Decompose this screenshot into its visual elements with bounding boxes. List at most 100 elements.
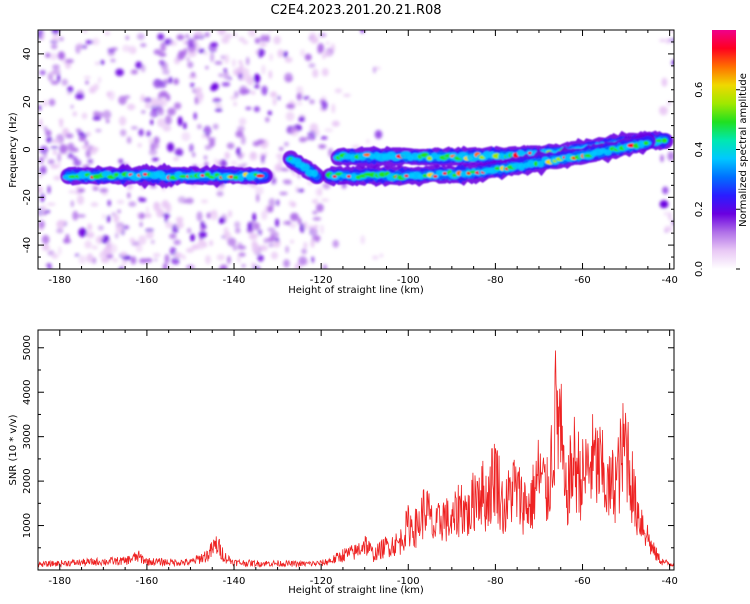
noise-speckle [68,190,76,194]
noise-speckle [298,256,308,266]
spectrogram-panel: -180 -160 -140 -120 -100 -80 -60 -40 -40 -20 0 20 4… [8,29,678,296]
noise-speckle [325,41,330,46]
noise-speckle [167,107,176,116]
noise-speckle [320,224,324,235]
noise-speckle [270,176,277,185]
noise-speckle [122,225,130,230]
noise-speckle [227,210,233,218]
noise-speckle [260,35,265,43]
noise-speckle [296,101,303,106]
noise-speckle [97,111,103,118]
noise-speckle [288,200,294,207]
noise-speckle [127,192,131,199]
noise-speckle [205,66,209,70]
x-tick-label: -140 [223,576,246,587]
noise-speckle [160,42,167,52]
noise-speckle [185,34,190,38]
noise-speckle [283,221,292,225]
noise-speckle [196,211,203,222]
y-tick-label: 20 [22,95,33,108]
noise-speckle [204,32,210,38]
noise-speckle [227,237,237,247]
noise-speckle [272,97,277,106]
noise-speckle [83,30,87,34]
noise-speckle [85,80,89,85]
snr-frame [37,329,675,571]
noise-speckle [101,213,106,220]
noise-speckle [166,68,170,76]
y-tick-label: -20 [22,189,33,205]
noise-speckle [268,243,274,248]
noise-speckle [169,76,173,84]
y-tick-label: 0 [22,146,33,152]
noise-speckle [63,238,71,244]
noise-speckle [47,263,52,269]
noise-speckle [261,210,268,221]
noise-speckle [73,159,82,167]
ridge-blob [113,172,120,177]
noise-speckle [152,253,161,258]
noise-speckle [200,220,205,228]
noise-speckle [186,227,192,234]
noise-speckle [265,117,270,123]
noise-speckle [193,112,197,120]
noise-speckle [251,243,260,254]
x-tick-label: -160 [136,576,159,587]
ridge-peak [200,174,205,177]
noise-speckle [108,90,116,101]
snr-x-axis-label: Height of straight line (km) [288,585,424,596]
noise-speckle [270,91,277,98]
noise-speckle [52,33,59,42]
noise-speckle [256,139,265,145]
noise-speckle [659,200,669,209]
noise-speckle [305,137,311,141]
noise-speckle [118,116,127,126]
noise-speckle [152,141,159,150]
noise-speckle [212,97,222,103]
noise-speckle [58,246,62,256]
noise-speckle [81,112,88,120]
noise-speckle [174,148,184,157]
noise-speckle [331,103,336,114]
noise-speckle [70,200,75,208]
noise-speckle [192,152,196,158]
noise-speckle [235,130,244,138]
noise-speckle [301,248,307,255]
noise-speckle [290,126,299,137]
x-tick-label: -60 [574,576,590,587]
noise-speckle [39,156,44,164]
noise-speckle [146,130,151,137]
ridge-blob [494,166,501,171]
noise-speckle [246,56,250,66]
ridge-peak [442,172,448,175]
noise-speckle [105,119,110,124]
spectrogram-x-axis-label: Height of straight line (km) [288,285,424,296]
noise-speckle [131,69,138,75]
noise-speckle [51,253,59,259]
noise-speckle [253,83,260,89]
noise-speckle [58,118,64,123]
noise-speckle [261,64,266,75]
spectrogram-y-axis-label: Frequency (Hz) [8,112,19,188]
noise-speckle [92,37,100,46]
x-tick-label: -40 [661,275,677,286]
noise-speckle [169,233,177,239]
noise-speckle [138,128,144,137]
noise-speckle [360,235,366,245]
ridge-peak [404,174,409,178]
noise-speckle [297,217,302,225]
noise-speckle [240,135,246,145]
noise-speckle [38,105,42,111]
noise-speckle [233,101,237,107]
noise-speckle [50,145,59,150]
figure-title: C2E4.2023.201.20.21.R08 [270,3,441,18]
noise-speckle [152,82,162,86]
noise-speckle [84,140,89,147]
noise-speckle [194,30,203,37]
x-tick-label: -120 [310,576,333,587]
noise-speckle [351,144,361,149]
ridge-peak [346,175,352,178]
ridge-lower-left [60,162,273,190]
noise-speckle [283,259,290,268]
y-tick-label: 1000 [22,513,33,538]
